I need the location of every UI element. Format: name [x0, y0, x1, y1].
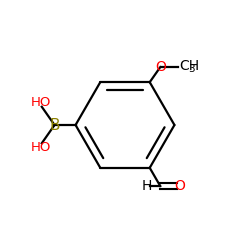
- Text: O: O: [155, 60, 166, 74]
- Text: 3: 3: [188, 64, 195, 74]
- Text: H: H: [142, 179, 152, 193]
- Text: B: B: [49, 118, 60, 132]
- Text: O: O: [174, 179, 185, 193]
- Text: HO: HO: [30, 96, 51, 109]
- Text: CH: CH: [179, 59, 199, 73]
- Text: HO: HO: [30, 141, 51, 154]
